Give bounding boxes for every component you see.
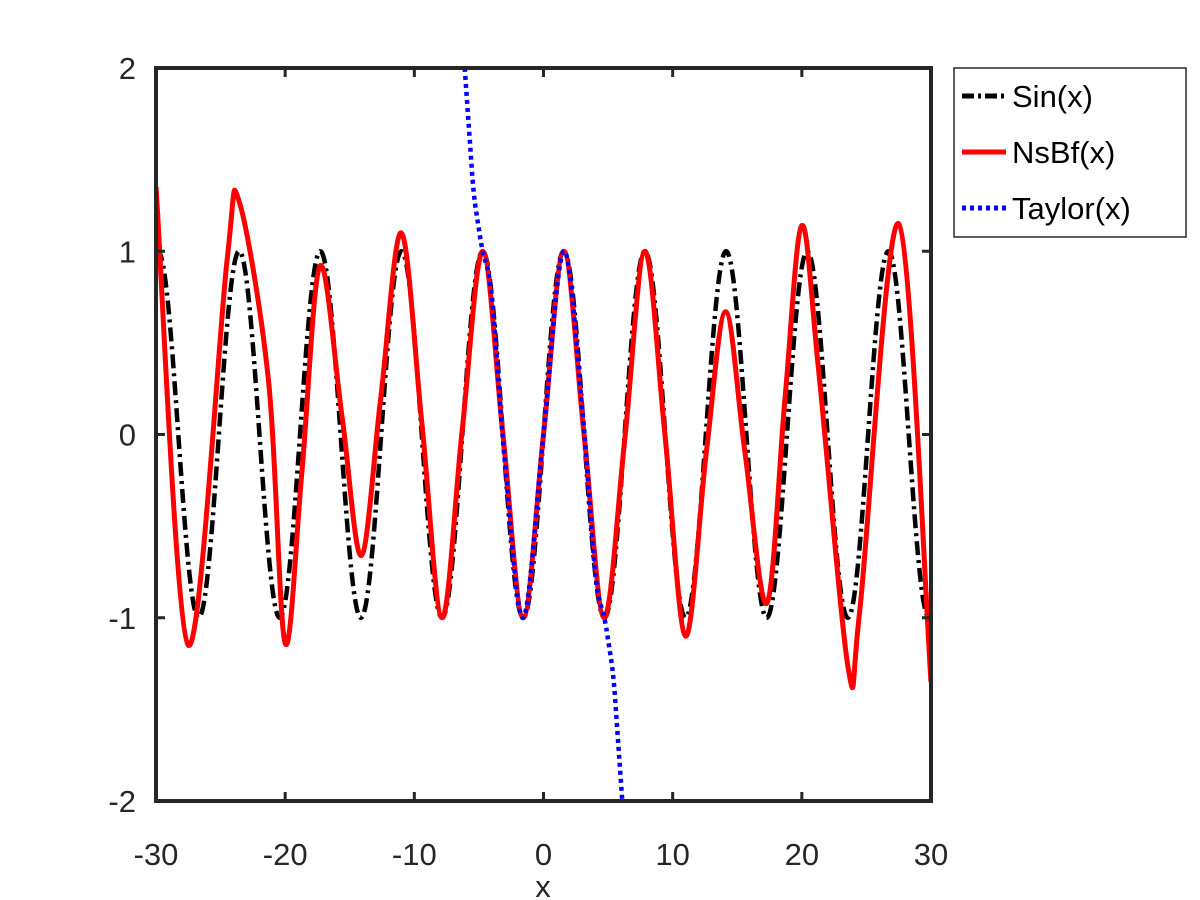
- y-tick-label: 0: [119, 418, 136, 453]
- x-tick-label: -30: [134, 837, 179, 872]
- y-tick-label: -2: [108, 784, 136, 819]
- series-line-taylor-x: [462, 68, 625, 801]
- x-tick-label: -20: [263, 837, 308, 872]
- legend: Sin(x) NsBf(x) Taylor(x): [953, 67, 1187, 238]
- legend-label: NsBf(x): [1012, 135, 1115, 170]
- y-tick-label: -1: [108, 601, 136, 636]
- x-axis-label: x: [535, 869, 551, 900]
- x-tick-label: 20: [785, 837, 819, 872]
- x-tick-label: 0: [535, 837, 552, 872]
- y-tick-label: 2: [119, 51, 136, 86]
- x-tick-label: 30: [914, 837, 948, 872]
- y-tick-label: 1: [119, 234, 136, 269]
- legend-label: Sin(x): [1012, 79, 1093, 114]
- x-tick-label: 10: [655, 837, 689, 872]
- legend-label: Taylor(x): [1012, 191, 1131, 226]
- x-tick-label: -10: [392, 837, 437, 872]
